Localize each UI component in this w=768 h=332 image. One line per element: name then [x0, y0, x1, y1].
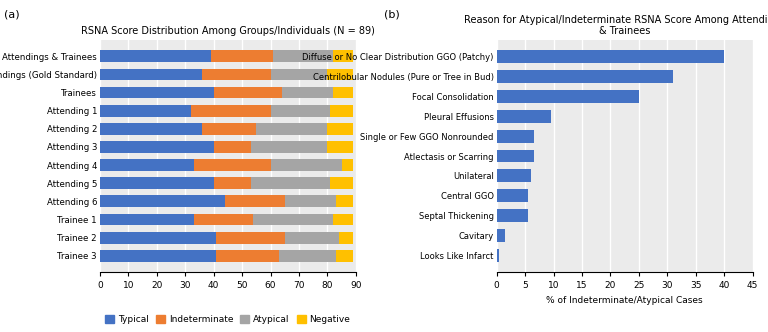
Bar	[100, 105, 191, 117]
Bar	[100, 213, 194, 225]
Bar	[333, 87, 353, 99]
Bar	[497, 90, 639, 103]
Bar	[250, 141, 327, 153]
Bar	[214, 141, 250, 153]
Bar	[497, 50, 724, 63]
Bar	[257, 123, 327, 135]
Bar	[333, 213, 353, 225]
Legend: Typical, Indeterminate, Atypical, Negative: Typical, Indeterminate, Atypical, Negati…	[101, 312, 354, 328]
Bar	[497, 70, 673, 83]
Bar	[100, 196, 225, 207]
Bar	[250, 177, 330, 189]
Bar	[327, 123, 353, 135]
Bar	[100, 159, 194, 171]
Bar	[285, 196, 336, 207]
Bar	[214, 177, 250, 189]
Bar	[217, 232, 285, 244]
Bar	[225, 196, 285, 207]
Bar	[214, 87, 282, 99]
Bar	[279, 250, 336, 262]
Bar	[330, 177, 353, 189]
Bar	[194, 213, 253, 225]
Bar	[497, 150, 534, 162]
Bar	[100, 177, 214, 189]
Bar	[273, 50, 333, 62]
Bar	[100, 87, 214, 99]
Bar	[194, 159, 270, 171]
Bar	[210, 50, 273, 62]
Bar	[336, 250, 353, 262]
Bar	[497, 229, 505, 242]
Bar	[270, 68, 327, 80]
Bar	[270, 159, 342, 171]
Bar	[100, 68, 202, 80]
X-axis label: % of Indeterminate/Atypical Cases: % of Indeterminate/Atypical Cases	[546, 296, 703, 305]
Bar	[100, 141, 214, 153]
Bar	[100, 232, 217, 244]
Bar	[497, 189, 528, 202]
Bar	[253, 213, 333, 225]
Bar	[336, 196, 353, 207]
Title: Reason for Atypical/Indeterminate RSNA Score Among Attendings
& Trainees: Reason for Atypical/Indeterminate RSNA S…	[464, 15, 768, 36]
Bar	[202, 68, 270, 80]
Bar	[202, 123, 257, 135]
Bar	[100, 50, 210, 62]
Bar	[217, 250, 279, 262]
Bar	[285, 232, 339, 244]
Title: RSNA Score Distribution Among Groups/Individuals (N = 89): RSNA Score Distribution Among Groups/Ind…	[81, 26, 375, 36]
Bar	[497, 249, 499, 262]
Bar	[327, 141, 353, 153]
Bar	[100, 123, 202, 135]
Bar	[100, 250, 217, 262]
Bar	[330, 105, 353, 117]
Text: (a): (a)	[4, 10, 19, 20]
Bar	[333, 50, 353, 62]
Bar	[327, 68, 353, 80]
Bar	[191, 105, 270, 117]
Bar	[497, 130, 534, 143]
Bar	[282, 87, 333, 99]
Bar	[497, 169, 531, 182]
Bar	[270, 105, 330, 117]
Text: (b): (b)	[384, 10, 400, 20]
Bar	[339, 232, 353, 244]
Bar	[497, 209, 528, 222]
Bar	[497, 110, 551, 123]
Bar	[342, 159, 353, 171]
